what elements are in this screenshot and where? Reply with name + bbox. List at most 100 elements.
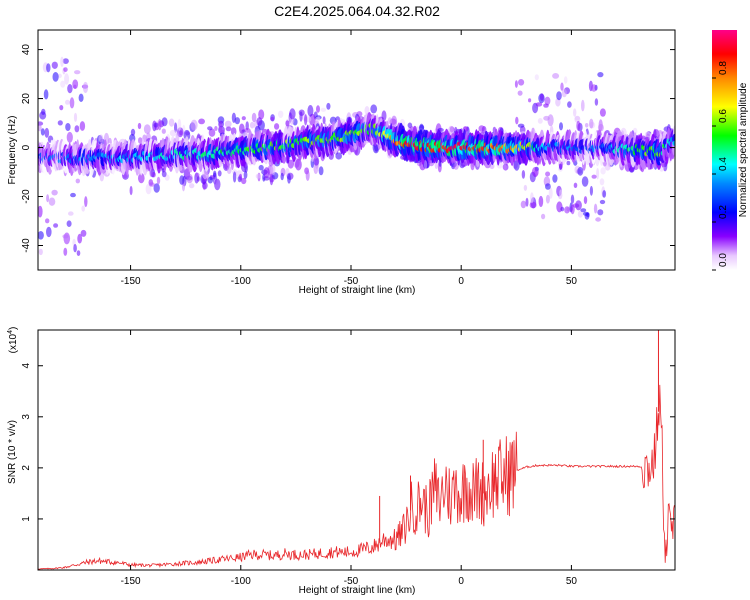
- heatmap-cell: [226, 166, 232, 174]
- heatmap-cell: [239, 123, 245, 134]
- heatmap-cell: [391, 115, 398, 128]
- heatmap-cell: [75, 178, 81, 184]
- heatmap-cell: [567, 101, 572, 108]
- heatmap-cell: [51, 61, 58, 69]
- heatmap-cell: [243, 170, 248, 179]
- heatmap-cell: [198, 118, 206, 125]
- heatmap-cell: [60, 80, 66, 88]
- heatmap-cell: [600, 167, 606, 175]
- heatmap-cell: [38, 231, 44, 240]
- heatmap-cell: [547, 114, 554, 127]
- heatmap-cell: [305, 170, 310, 182]
- heatmap-cell: [263, 167, 270, 179]
- heatmap-cell: [563, 76, 568, 84]
- snr-scale-exponent: 4: [7, 330, 14, 334]
- heatmap-cell: [599, 108, 606, 117]
- snr-line: [38, 384, 675, 570]
- heatmap-cell: [38, 205, 43, 218]
- heatmap-cell: [320, 107, 327, 112]
- heatmap-cell: [258, 109, 265, 120]
- heatmap-cell: [539, 93, 544, 101]
- snr-panel: -150 -100 -50 0 50 1 2 3 4 Height of straight li…: [7, 327, 676, 596]
- heatmap-cell: [595, 217, 601, 222]
- heatmap-cell: [541, 213, 546, 220]
- y-tick-label: 2: [21, 465, 32, 471]
- heatmap-cell: [599, 178, 605, 186]
- heatmap-cell: [65, 99, 70, 105]
- heatmap-cell: [537, 118, 543, 124]
- y-tick-label: 0: [21, 144, 32, 150]
- heatmap-cell: [525, 197, 529, 207]
- y-tick-label: 4: [21, 363, 32, 369]
- colorbar-tick-label: 0.4: [718, 157, 729, 171]
- heatmap-cell: [545, 183, 551, 190]
- snr-frame: [37, 329, 676, 571]
- svg-text:(x104): (x104): [7, 327, 19, 354]
- heatmap-cell: [168, 118, 175, 127]
- heatmap-cell: [46, 63, 51, 73]
- heatmap-cell: [74, 125, 80, 133]
- heatmap-cell: [213, 170, 217, 178]
- snr-scale-prefix: (x10: [8, 333, 19, 353]
- heatmap-cell: [559, 122, 563, 131]
- heatmap-cell: [70, 192, 76, 198]
- heatmap-cell: [478, 125, 485, 132]
- y-tick-label: -40: [21, 238, 32, 253]
- heatmap-cell: [434, 161, 438, 169]
- spectrogram-heatmap: [38, 56, 675, 256]
- heatmap-cell: [38, 124, 42, 132]
- heatmap-cell: [287, 159, 294, 169]
- heatmap-cell: [543, 115, 550, 121]
- heatmap-cell: [581, 99, 585, 112]
- heatmap-cell: [573, 182, 578, 188]
- heatmap-cell: [51, 189, 58, 196]
- heatmap-cell: [208, 128, 216, 137]
- heatmap-cell: [251, 112, 257, 123]
- heatmap-cell: [515, 116, 519, 125]
- heatmap-cell: [177, 118, 182, 131]
- heatmap-cell: [552, 73, 560, 79]
- heatmap-cell: [218, 120, 223, 133]
- heatmap-cell: [602, 190, 607, 198]
- heatmap-cell: [63, 67, 68, 72]
- heatmap-cell: [591, 84, 597, 92]
- heatmap-cell: [552, 174, 558, 183]
- spectrogram-axes: -150 -100 -50 0 50 -40 -20 0 20 40: [21, 30, 675, 287]
- heatmap-cell: [130, 128, 136, 136]
- heatmap-cell: [534, 74, 539, 81]
- heatmap-cell: [225, 126, 232, 132]
- heatmap-cell: [309, 113, 316, 126]
- snr-plot-area: [38, 330, 675, 570]
- heatmap-cell: [560, 206, 565, 212]
- heatmap-cell: [559, 189, 563, 200]
- heatmap-cell: [80, 229, 87, 237]
- heatmap-cell: [326, 102, 331, 110]
- heatmap-cell: [183, 129, 191, 141]
- heatmap-cell: [538, 195, 544, 208]
- heatmap-cell: [596, 168, 600, 180]
- heatmap-cell: [217, 170, 222, 177]
- heatmap-cell: [529, 201, 537, 209]
- heatmap-cell: [78, 93, 84, 103]
- colorbar-tick-label: 0.8: [718, 61, 729, 75]
- heatmap-cell: [517, 123, 525, 128]
- heatmap-cell: [543, 103, 549, 108]
- y-tick-label: 20: [21, 93, 32, 105]
- snr-y-label: SNR (10 * v/v): [7, 420, 18, 484]
- heatmap-cell: [518, 79, 525, 86]
- heatmap-cell: [186, 173, 193, 184]
- heatmap-cell: [255, 173, 261, 179]
- heatmap-cell: [231, 112, 236, 124]
- heatmap-cell: [230, 127, 237, 136]
- colorbar-tick-label: 0.6: [718, 109, 729, 123]
- heatmap-cell: [594, 98, 599, 106]
- heatmap-cell: [156, 176, 161, 185]
- chart-title: C2E4.2025.064.04.32.R02: [274, 3, 440, 19]
- heatmap-cell: [62, 234, 69, 239]
- heatmap-cell: [79, 121, 86, 131]
- x-tick-label: -50: [344, 276, 359, 287]
- heatmap-cell: [672, 140, 675, 146]
- snr-series: [38, 330, 675, 570]
- heatmap-cell: [570, 194, 575, 204]
- heatmap-cell: [66, 131, 73, 143]
